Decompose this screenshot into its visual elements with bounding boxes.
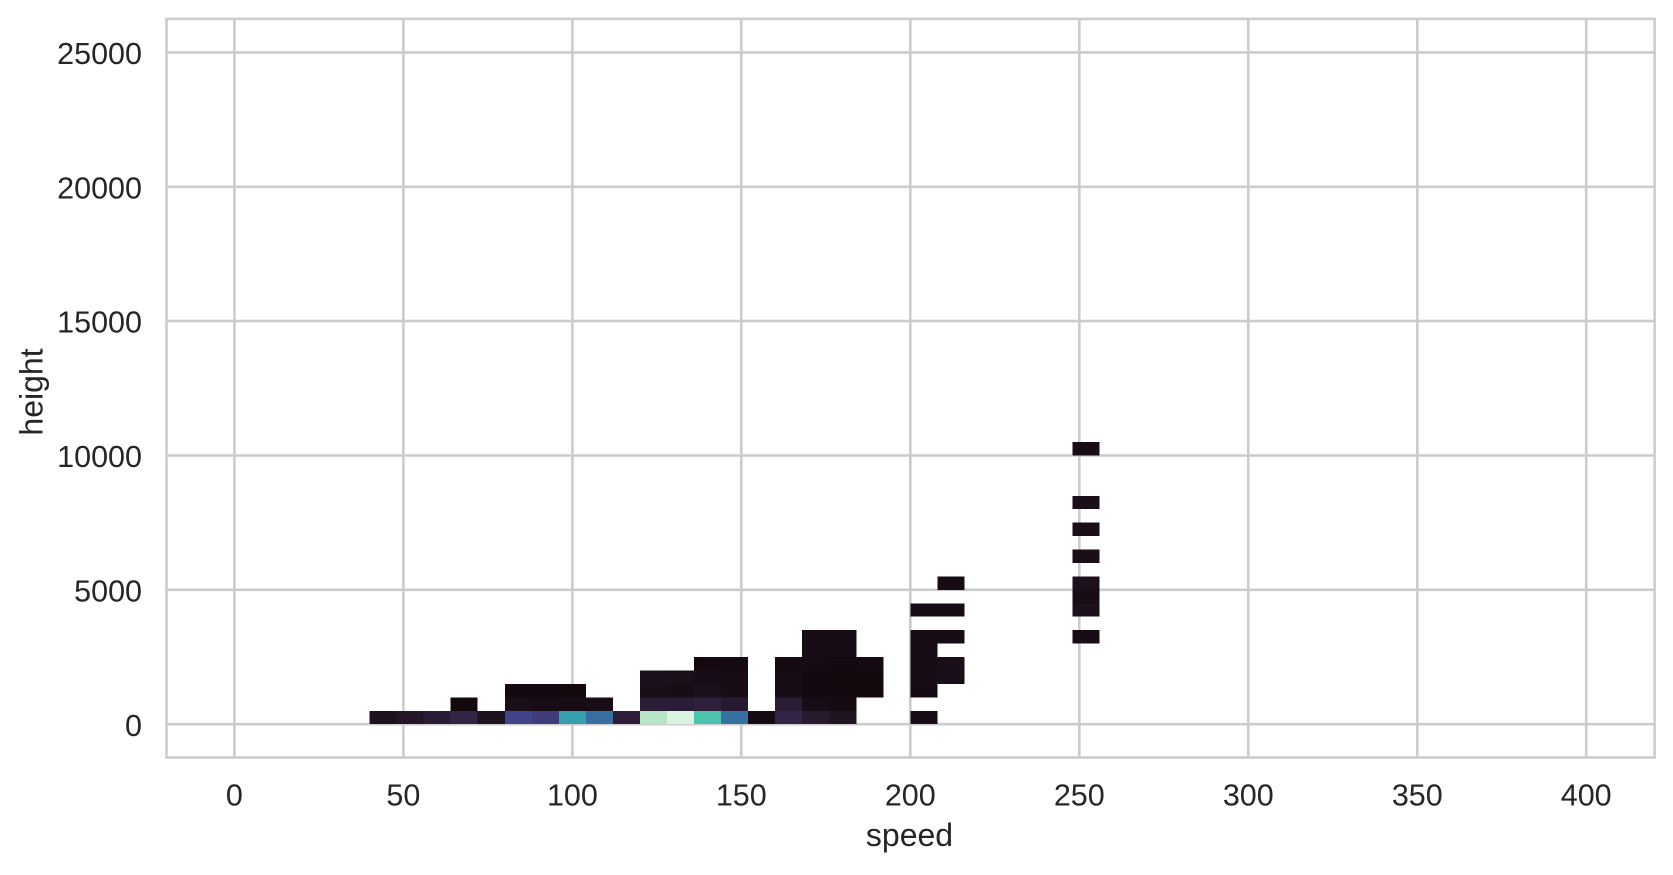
svg-text:25000: 25000: [57, 37, 142, 71]
svg-text:250: 250: [1054, 779, 1105, 813]
svg-text:15000: 15000: [57, 306, 142, 340]
svg-text:100: 100: [547, 779, 598, 813]
svg-text:10000: 10000: [57, 440, 142, 474]
svg-text:20000: 20000: [57, 171, 142, 205]
svg-text:0: 0: [226, 779, 243, 813]
svg-text:speed: speed: [866, 817, 953, 853]
svg-text:50: 50: [386, 779, 420, 813]
svg-text:5000: 5000: [74, 574, 142, 608]
svg-text:height: height: [14, 348, 50, 435]
svg-text:300: 300: [1223, 779, 1274, 813]
svg-text:0: 0: [125, 709, 142, 743]
svg-text:200: 200: [885, 779, 936, 813]
svg-text:400: 400: [1561, 779, 1612, 813]
svg-text:150: 150: [716, 779, 767, 813]
svg-text:350: 350: [1392, 779, 1443, 813]
